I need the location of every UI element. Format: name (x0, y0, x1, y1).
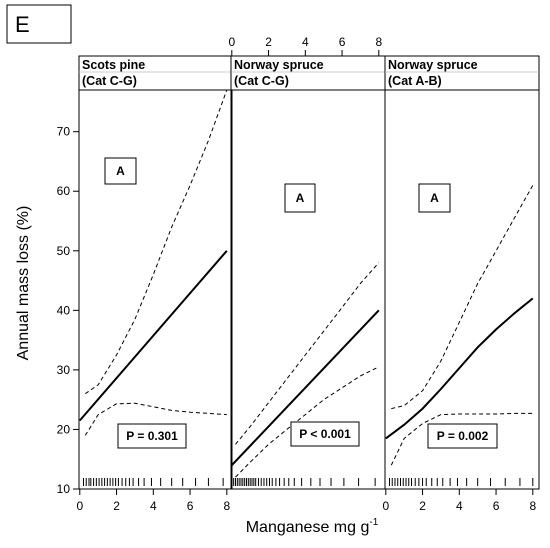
group-label-box (284, 183, 316, 213)
panel-letter-box (6, 4, 72, 44)
x-tick-label: 8 (375, 35, 382, 49)
x-axis-top: 0 2 4 6 8 (228, 35, 382, 56)
p-value-box (290, 421, 360, 447)
x-axis-title: Manganese mg g-1 (246, 517, 379, 536)
x-tick-label: 0 (228, 35, 235, 49)
panel-1: Scots pine (Cat C-G) A P = 0.301 (78, 55, 233, 490)
lower-ci-line (84, 402, 227, 436)
x-tick-label: 8 (529, 499, 536, 513)
rug (388, 478, 534, 486)
rug (233, 478, 376, 486)
fitted-line (231, 309, 380, 466)
y-tick-label: 50 (57, 244, 71, 258)
x-axis-bottom: 0 2 4 6 8 (76, 489, 230, 513)
y-tick-label: 70 (57, 125, 71, 139)
group-label-box (418, 183, 451, 213)
x-tick-label: 0 (382, 499, 389, 513)
x-tick-label: 2 (113, 499, 120, 513)
x-tick-label: 4 (150, 499, 157, 513)
x-axis-bottom: 0 2 4 6 8 (382, 489, 536, 513)
x-tick-label: 2 (265, 35, 272, 49)
p-value: P < 0.001 (299, 427, 351, 441)
strip-label-line2: (Cat C-G) (234, 74, 289, 88)
y-tick-label: 10 (57, 482, 71, 496)
axes-layer: 10 20 30 40 50 60 70 0 2 4 6 8 0 2 4 6 8 0 2 4 6 8 (57, 35, 537, 513)
panel-letter: E (15, 12, 30, 37)
x-tick-label: 4 (302, 35, 309, 49)
strip-label-line2: (Cat A-B) (388, 74, 442, 88)
lower-ci-line (390, 412, 533, 466)
x-axis-title-superscript: -1 (369, 517, 378, 528)
strip-label-line1: Scots pine (82, 58, 145, 72)
fitted-line (385, 297, 534, 440)
x-tick-label: 0 (76, 499, 83, 513)
p-value-box (427, 423, 498, 449)
y-tick-label: 60 (57, 184, 71, 198)
group-label: A (430, 191, 439, 205)
strip-label-line1: Norway spruce (388, 58, 478, 72)
x-tick-label: 8 (223, 499, 230, 513)
y-axis-title: Annual mass loss (%) (15, 206, 32, 361)
y-tick-label: 40 (57, 303, 71, 317)
strip-label-line2: (Cat C-G) (82, 74, 137, 88)
rug (82, 478, 224, 486)
fitted-line (79, 250, 228, 422)
lower-ci-line (235, 366, 380, 478)
upper-ci-line (85, 89, 228, 395)
plot-frame (384, 89, 540, 490)
x-tick-label: 4 (456, 499, 463, 513)
p-value: P = 0.301 (126, 429, 178, 443)
plot-frame (78, 89, 233, 490)
y-tick-label: 30 (57, 363, 71, 377)
x-tick-label: 6 (187, 499, 194, 513)
strip-header (78, 55, 233, 91)
x-tick-label: 2 (419, 499, 426, 513)
group-label: A (296, 191, 305, 205)
x-tick-label: 6 (339, 35, 346, 49)
p-value-box (117, 423, 187, 449)
y-tick-label: 20 (57, 422, 71, 436)
group-label-box (104, 157, 137, 185)
upper-ci-line (235, 262, 380, 445)
group-label: A (116, 164, 125, 178)
x-axis-title-main: Manganese mg g (246, 519, 370, 536)
strip-label-line1: Norway spruce (234, 58, 324, 72)
y-axis: 10 20 30 40 50 60 70 (57, 125, 79, 496)
strip-header (384, 55, 540, 91)
x-tick-label: 6 (493, 499, 500, 513)
upper-ci-line (391, 185, 534, 410)
panels-layer: Scots pine (Cat C-G) A P = 0.301 Norway spru… (78, 55, 540, 490)
panel-3: Norway spruce (Cat A-B) A P = 0.002 (384, 55, 540, 490)
p-value: P = 0.002 (437, 429, 489, 443)
